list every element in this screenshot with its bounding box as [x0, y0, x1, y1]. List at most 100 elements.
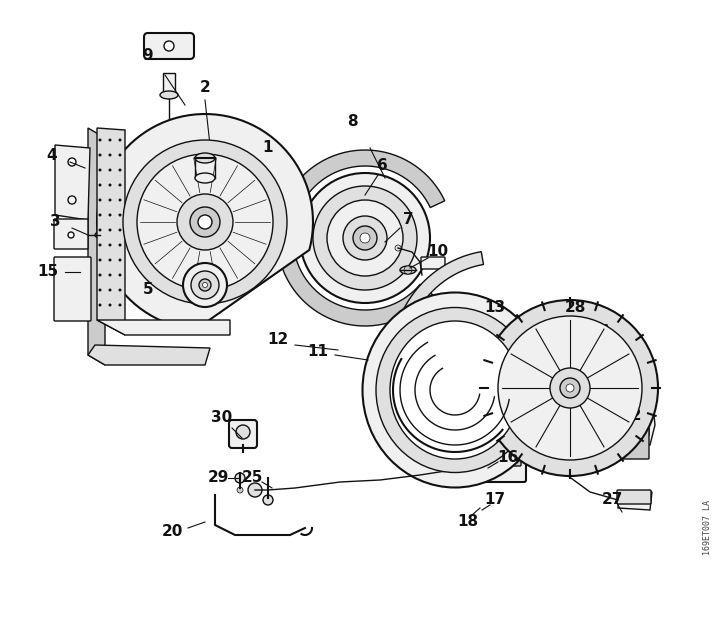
Circle shape — [248, 483, 262, 497]
Circle shape — [404, 266, 412, 274]
FancyBboxPatch shape — [229, 420, 257, 448]
Text: 27: 27 — [601, 492, 623, 508]
Circle shape — [190, 207, 220, 237]
Circle shape — [99, 228, 102, 231]
Circle shape — [109, 289, 112, 291]
Circle shape — [99, 183, 102, 186]
Circle shape — [109, 213, 112, 217]
Circle shape — [119, 244, 122, 247]
Ellipse shape — [195, 173, 215, 183]
Circle shape — [109, 138, 112, 141]
Circle shape — [123, 140, 287, 304]
Circle shape — [109, 183, 112, 186]
Circle shape — [99, 304, 102, 307]
Text: 17: 17 — [485, 492, 505, 508]
Circle shape — [68, 158, 76, 166]
Text: 169ET007 LA: 169ET007 LA — [703, 500, 713, 555]
Text: 3: 3 — [50, 215, 60, 230]
Text: 29: 29 — [207, 471, 229, 486]
Circle shape — [109, 244, 112, 247]
Circle shape — [202, 283, 207, 288]
Text: 26: 26 — [589, 325, 611, 339]
Ellipse shape — [390, 321, 520, 459]
Circle shape — [198, 215, 212, 229]
Text: 20: 20 — [161, 524, 183, 539]
Circle shape — [177, 194, 233, 250]
Circle shape — [566, 384, 574, 392]
Circle shape — [119, 199, 122, 202]
FancyBboxPatch shape — [421, 257, 445, 269]
FancyBboxPatch shape — [454, 449, 468, 466]
Polygon shape — [615, 375, 655, 445]
FancyBboxPatch shape — [450, 430, 526, 482]
Polygon shape — [88, 128, 105, 365]
Circle shape — [109, 168, 112, 172]
Circle shape — [237, 487, 243, 493]
Circle shape — [343, 216, 387, 260]
Circle shape — [99, 154, 102, 157]
Circle shape — [109, 228, 112, 231]
Text: 15: 15 — [37, 265, 58, 280]
Text: 11: 11 — [307, 344, 328, 360]
Circle shape — [353, 226, 377, 250]
Text: 5: 5 — [143, 283, 153, 297]
Circle shape — [99, 259, 102, 262]
Circle shape — [119, 154, 122, 157]
Circle shape — [236, 425, 250, 439]
Ellipse shape — [376, 307, 534, 473]
Circle shape — [183, 263, 227, 307]
Circle shape — [99, 199, 102, 202]
Text: 30: 30 — [212, 410, 233, 426]
FancyBboxPatch shape — [54, 219, 88, 249]
Text: 10: 10 — [428, 244, 449, 260]
Circle shape — [119, 228, 122, 231]
Ellipse shape — [362, 292, 547, 487]
Circle shape — [456, 428, 464, 436]
Text: 23: 23 — [604, 391, 626, 405]
Polygon shape — [277, 150, 445, 326]
Text: 22: 22 — [621, 407, 643, 423]
Circle shape — [99, 244, 102, 247]
Circle shape — [199, 279, 211, 291]
Circle shape — [99, 213, 102, 217]
Text: 1: 1 — [263, 141, 274, 155]
Polygon shape — [55, 145, 90, 220]
Circle shape — [482, 300, 658, 476]
Circle shape — [498, 316, 642, 460]
FancyBboxPatch shape — [617, 412, 649, 436]
Circle shape — [99, 273, 102, 276]
Text: 16: 16 — [498, 450, 518, 465]
Circle shape — [430, 427, 440, 437]
Circle shape — [99, 289, 102, 291]
Polygon shape — [97, 114, 313, 329]
Circle shape — [99, 138, 102, 141]
Circle shape — [119, 289, 122, 291]
Circle shape — [164, 41, 174, 51]
Ellipse shape — [160, 91, 178, 99]
FancyBboxPatch shape — [507, 449, 521, 466]
Polygon shape — [392, 252, 608, 466]
Circle shape — [119, 183, 122, 186]
Circle shape — [119, 259, 122, 262]
Circle shape — [119, 138, 122, 141]
Polygon shape — [97, 128, 125, 335]
Ellipse shape — [95, 232, 105, 238]
FancyBboxPatch shape — [144, 33, 194, 59]
Circle shape — [137, 154, 273, 290]
Circle shape — [313, 186, 417, 290]
Polygon shape — [88, 345, 210, 365]
Circle shape — [235, 473, 245, 483]
Circle shape — [109, 199, 112, 202]
Text: 14: 14 — [467, 424, 489, 439]
Circle shape — [109, 154, 112, 157]
Polygon shape — [618, 492, 652, 510]
Text: 7: 7 — [402, 212, 413, 228]
Text: 13: 13 — [485, 300, 505, 315]
Circle shape — [68, 196, 76, 204]
Text: 21: 21 — [408, 415, 428, 429]
FancyBboxPatch shape — [617, 490, 651, 504]
FancyBboxPatch shape — [54, 257, 91, 321]
Circle shape — [119, 213, 122, 217]
Circle shape — [550, 368, 590, 408]
Circle shape — [99, 168, 102, 172]
